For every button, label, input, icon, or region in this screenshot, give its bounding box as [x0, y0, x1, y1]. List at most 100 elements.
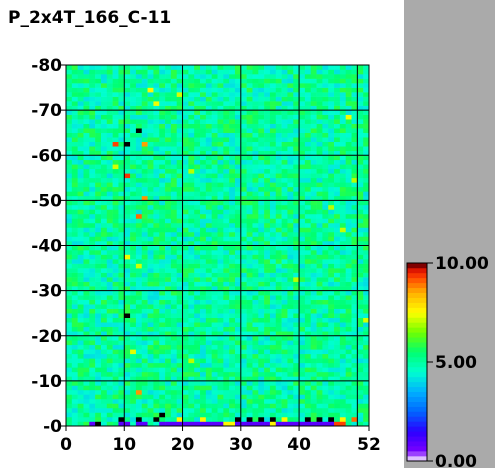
- heatmap-cell: [217, 394, 224, 400]
- heatmap-cell: [200, 146, 207, 152]
- heatmap-cell: [153, 182, 160, 188]
- heatmap-cell: [95, 182, 102, 188]
- heatmap-cell: [234, 281, 242, 287]
- heatmap-cell: [83, 313, 90, 318]
- heatmap-cell: [66, 236, 73, 242]
- heatmap-cell: [334, 295, 341, 300]
- heatmap-cell: [339, 259, 346, 264]
- heatmap-cell: [118, 331, 125, 337]
- heatmap-cell: [293, 240, 300, 246]
- heatmap-cell: [200, 87, 207, 93]
- heatmap-cell: [275, 421, 282, 427]
- heatmap-cell: [141, 173, 148, 179]
- heatmap-cell: [322, 394, 329, 400]
- heatmap-cell: [135, 209, 143, 215]
- heatmap-cell: [112, 376, 119, 382]
- heatmap-cell: [287, 236, 294, 242]
- heatmap-cell: [66, 286, 73, 291]
- heatmap-cell: [118, 236, 125, 242]
- heatmap-cell: [246, 367, 253, 373]
- heatmap-cell: [170, 227, 178, 233]
- heatmap-cell: [229, 380, 236, 386]
- heatmap-cell: [310, 376, 317, 382]
- heatmap-cell: [304, 250, 312, 255]
- heatmap-cell: [153, 340, 160, 346]
- heatmap-cell: [304, 146, 312, 152]
- heatmap-cell: [345, 164, 352, 170]
- heatmap-cell: [124, 394, 131, 400]
- heatmap-cell: [345, 114, 352, 120]
- heatmap-cell: [316, 209, 323, 215]
- heatmap-cell: [71, 290, 78, 296]
- heatmap-cell: [334, 191, 341, 197]
- heatmap-cell: [223, 236, 230, 242]
- heatmap-cell: [124, 195, 131, 201]
- heatmap-cell: [328, 204, 335, 210]
- heatmap-cell: [304, 317, 312, 323]
- heatmap-cell: [275, 168, 282, 174]
- heatmap-cell: [112, 123, 119, 129]
- heatmap-cell: [66, 213, 73, 219]
- heatmap-cell: [264, 105, 271, 111]
- heatmap-cell: [147, 335, 154, 341]
- color-scale-segment: [407, 312, 427, 318]
- heatmap-cell: [258, 213, 265, 219]
- heatmap-cell: [194, 173, 201, 179]
- heatmap-cell: [89, 263, 96, 269]
- heatmap-cell: [135, 240, 143, 246]
- heatmap-cell: [299, 177, 306, 183]
- heatmap-cell: [95, 277, 102, 282]
- heatmap-cell: [95, 317, 102, 323]
- heatmap-cell: [135, 353, 143, 359]
- heatmap-cell: [299, 371, 306, 377]
- heatmap-cell: [106, 290, 113, 296]
- heatmap-cell: [281, 200, 288, 206]
- heatmap-cell: [141, 101, 148, 106]
- heatmap-cell: [334, 150, 341, 156]
- heatmap-cell: [71, 195, 78, 201]
- heatmap-cell: [89, 128, 96, 133]
- heatmap-cell: [112, 362, 119, 368]
- heatmap-cell: [89, 403, 96, 409]
- heatmap-cell: [322, 295, 329, 300]
- heatmap-cell: [77, 385, 84, 391]
- heatmap-cell: [188, 92, 195, 97]
- heatmap-cell: [281, 245, 288, 251]
- heatmap-cell: [170, 240, 178, 246]
- heatmap-cell: [363, 200, 370, 206]
- heatmap-cell: [310, 96, 317, 102]
- heatmap-cell: [334, 385, 341, 391]
- heatmap-cell: [130, 92, 137, 97]
- heatmap-cell: [258, 317, 265, 323]
- heatmap-cell: [194, 380, 201, 386]
- heatmap-cell: [95, 141, 102, 147]
- heatmap-cell: [118, 308, 125, 314]
- heatmap-cell: [252, 177, 259, 183]
- heatmap-cell: [130, 385, 137, 391]
- heatmap-cell: [310, 340, 317, 346]
- heatmap-cell: [135, 213, 143, 219]
- heatmap-cell: [200, 349, 207, 355]
- heatmap-cell: [77, 268, 84, 273]
- heatmap-cell: [234, 389, 242, 395]
- heatmap-cell: [258, 299, 265, 305]
- heatmap-cell: [159, 322, 166, 328]
- heatmap-cell: [95, 259, 102, 264]
- heatmap-cell: [118, 74, 125, 79]
- heatmap-cell: [223, 398, 230, 404]
- heatmap-cell: [264, 335, 271, 341]
- heatmap-cell: [141, 128, 148, 133]
- heatmap-cell: [252, 308, 259, 314]
- heatmap-cell: [188, 245, 195, 251]
- heatmap-cell: [252, 132, 259, 138]
- heatmap-cell: [124, 110, 131, 115]
- heatmap-cell: [71, 263, 78, 269]
- color-scale-segment: [407, 411, 427, 417]
- heatmap-cell: [345, 299, 352, 305]
- heatmap-cell: [316, 159, 323, 165]
- heatmap-cell: [135, 245, 143, 251]
- heatmap-cell: [130, 353, 137, 359]
- heatmap-cell: [89, 96, 96, 102]
- heatmap-cell: [240, 295, 247, 300]
- heatmap-cell: [293, 101, 300, 106]
